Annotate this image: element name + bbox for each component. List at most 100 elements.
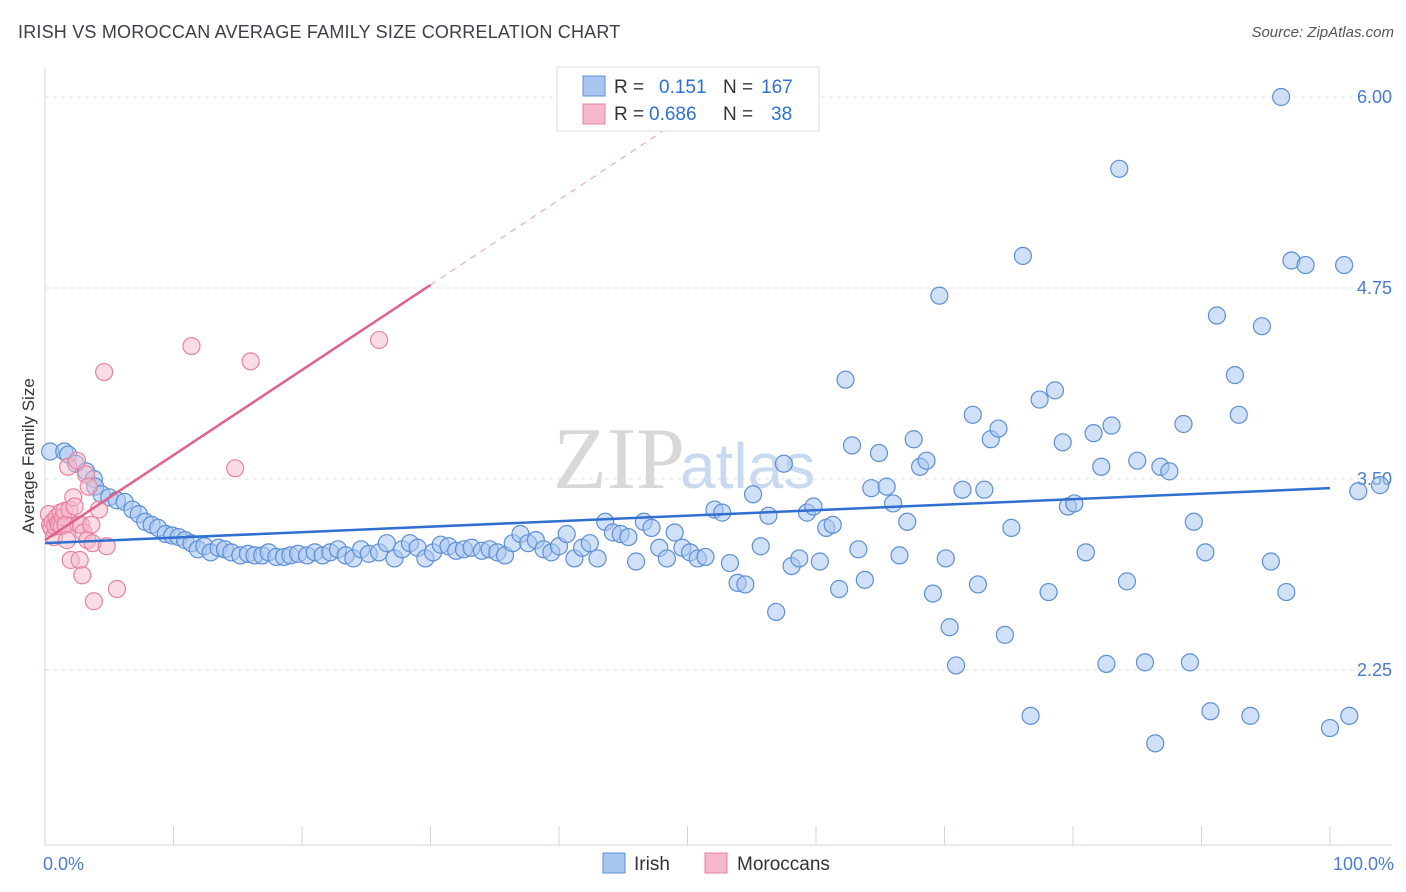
irish-point [1349,482,1368,501]
chart-title: IRISH VS MOROCCAN AVERAGE FAMILY SIZE CO… [18,22,621,42]
irish-point [774,454,793,473]
irish-point [1196,543,1215,562]
moroccan-point [107,579,127,599]
irish-point [946,656,966,675]
irish-point [930,286,949,305]
legend-n-label-moroccan: N = [723,104,753,125]
irish-point [917,451,936,470]
bottom-legend-moroccan-label: Moroccans [737,854,830,875]
irish-point [1241,706,1260,725]
irish-point [898,512,917,531]
irish-point [968,575,988,594]
moroccan-point [70,550,89,570]
irish-point [1065,494,1084,513]
irish-point [936,549,955,568]
irish-point [849,540,868,559]
irish-point [1207,306,1227,325]
irish-point [626,552,646,571]
legend-r-value-moroccan: 0.686 [649,104,697,125]
moroccan-point [241,352,260,371]
x-tick-label-start: 0.0% [43,854,84,874]
irish-point [830,579,849,599]
y-tick-label: 4.75 [1357,278,1392,298]
irish-point [751,537,770,556]
irish-trend-line [44,486,1331,545]
legend-n-label-irish: N = [723,77,753,98]
irish-point [1117,572,1137,591]
irish-point [963,405,982,424]
irish-point [890,546,909,565]
moroccan-trend-extension [430,127,669,286]
x-tick-label-end: 100.0% [1333,854,1394,874]
irish-point [883,494,903,513]
irish-point [869,443,889,463]
irish-point [696,547,715,567]
irish-point [1229,405,1248,424]
bottom-legend: Irish Moroccans [602,852,830,875]
irish-point [1110,159,1129,178]
irish-point [855,570,874,589]
moroccan-point [65,497,84,516]
irish-point [862,479,881,498]
irish-point [1084,424,1103,443]
irish-point [810,552,829,571]
legend-moroccan-swatch [582,103,606,125]
source-label: Source: ZipAtlas.com [1251,24,1394,41]
irish-point [767,602,786,622]
moroccan-point [97,537,116,556]
y-tick-labels: 2.253.504.756.00 [1357,87,1392,680]
irish-point [836,370,855,389]
irish-point [1021,706,1040,725]
irish-point [1160,462,1179,481]
moroccan-point [182,336,201,356]
irish-point [804,497,823,516]
trend-lines [44,127,1331,545]
irish-point [759,506,778,525]
bottom-legend-moroccan-swatch [704,852,728,874]
legend-irish-swatch [582,75,606,97]
irish-point [665,523,684,542]
irish-point [1128,451,1147,470]
moroccan-point [226,459,245,478]
irish-point [1272,87,1291,107]
moroccan-points [39,330,389,611]
irish-point [1261,552,1280,571]
irish-point [743,485,763,504]
irish-point [1076,543,1095,562]
irish-point [790,549,809,568]
y-tick-label: 2.25 [1357,660,1392,680]
moroccan-point [68,451,87,470]
irish-point [923,584,943,603]
moroccan-point [95,362,114,382]
irish-point [904,430,923,449]
irish-point [720,553,740,573]
irish-point [1053,433,1072,452]
y-axis-label: Average Family Size [19,378,38,534]
legend-n-value-moroccan: 38 [771,104,792,125]
bottom-legend-irish-swatch [602,852,626,874]
moroccan-point [370,330,389,350]
irish-point [619,527,638,547]
moroccan-point [73,566,92,585]
irish-point [1039,582,1058,602]
moroccan-trend-line [44,283,432,542]
irish-point [1180,653,1200,672]
irish-point [1013,246,1032,266]
irish-point [557,524,576,544]
irish-point [940,618,959,637]
x-tick-labels: 0.0% 100.0% [43,854,1394,874]
irish-point [953,480,972,499]
irish-point [877,477,896,496]
irish-point [1371,476,1390,495]
irish-point [1097,654,1116,673]
irish-point [1252,317,1271,336]
legend-r-label-irish: R = [614,77,644,98]
irish-point [1174,414,1193,434]
bottom-legend-irish-label: Irish [634,854,670,875]
irish-point [1335,255,1354,275]
irish-point [1002,518,1021,537]
irish-point [713,503,732,522]
irish-point [1092,457,1111,476]
legend-n-value-irish: 167 [761,77,793,98]
